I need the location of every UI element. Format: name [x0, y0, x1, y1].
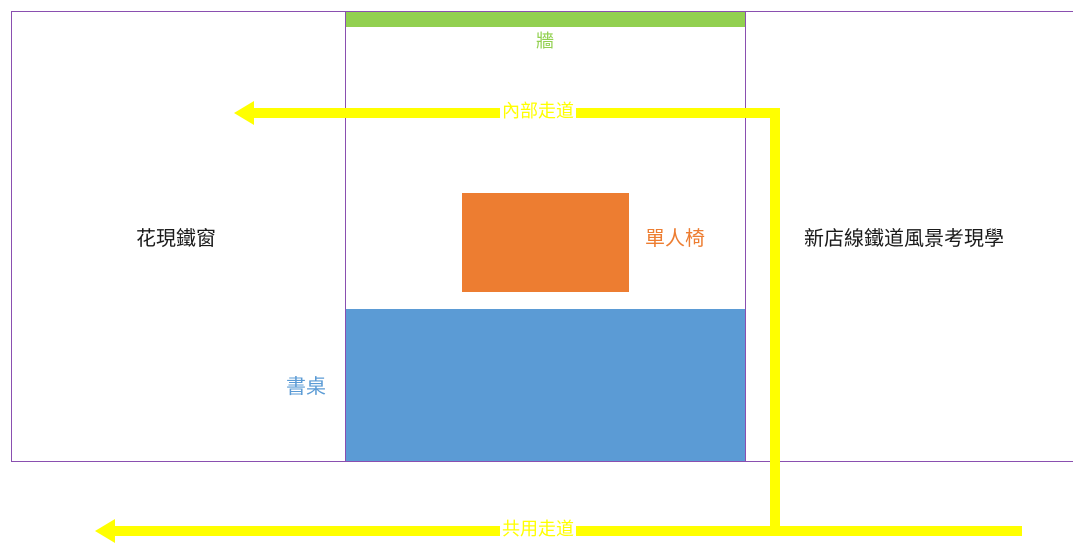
- shared-walkway-arrowhead: [95, 519, 115, 543]
- internal-walkway-label: 內部走道: [500, 101, 576, 122]
- internal-walkway-arrowhead: [234, 101, 254, 125]
- left-exhibit-label: 花現鐵窗: [136, 226, 216, 250]
- shared-walkway-label: 共用走道: [500, 519, 576, 540]
- left-exhibit-zone: [11, 11, 347, 462]
- right-exhibit-zone: [745, 11, 1073, 462]
- desk: [346, 309, 745, 461]
- wall-bar: [346, 12, 745, 27]
- desk-label: 書桌: [286, 374, 326, 398]
- right-exhibit-label: 新店線鐵道風景考現學: [804, 226, 1004, 250]
- chair-label: 單人椅: [645, 226, 705, 250]
- wall-label: 牆: [536, 31, 554, 52]
- single-chair: [462, 193, 629, 292]
